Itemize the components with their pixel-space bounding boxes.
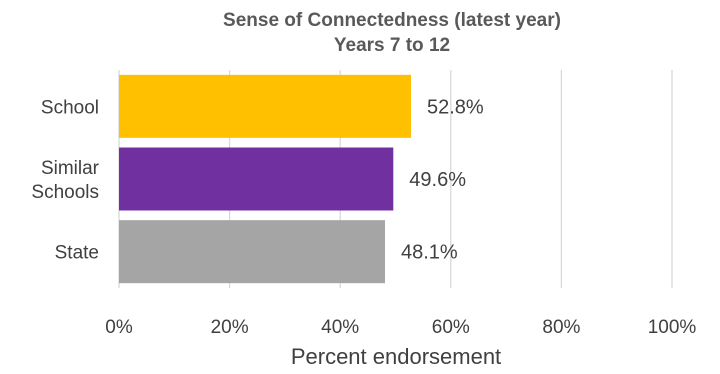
x-tick-label: 60% <box>432 317 470 338</box>
bar <box>119 147 394 211</box>
data-label: 49.6% <box>409 169 466 191</box>
bar <box>119 74 411 138</box>
x-tick-labels: 0% 20% 40% 60% 80% 100% <box>105 317 696 338</box>
category-label-line: State <box>55 243 99 264</box>
bars: 52.8% 49.6% 48.1% <box>119 74 484 284</box>
data-label: 48.1% <box>401 242 458 264</box>
category-labels: School Similar Schools State <box>31 97 99 263</box>
category-label-line: Schools <box>31 182 99 203</box>
category-label: Similar Schools <box>31 158 99 203</box>
x-tick-label: 40% <box>321 317 359 338</box>
chart-title: Sense of Connectedness (latest year) <box>223 10 561 31</box>
x-axis-title: Percent endorsement <box>291 344 501 369</box>
bar <box>119 220 385 284</box>
category-label-line: Similar <box>41 158 100 179</box>
category-label: School <box>41 97 99 118</box>
x-tick-label: 0% <box>105 317 133 338</box>
data-label: 52.8% <box>427 96 484 118</box>
x-tick-label: 20% <box>211 317 249 338</box>
category-label: State <box>55 243 99 264</box>
x-tick-label: 100% <box>648 317 697 338</box>
chart-subtitle: Years 7 to 12 <box>334 35 450 56</box>
x-tick-label: 80% <box>542 317 580 338</box>
category-label-line: School <box>41 97 99 118</box>
